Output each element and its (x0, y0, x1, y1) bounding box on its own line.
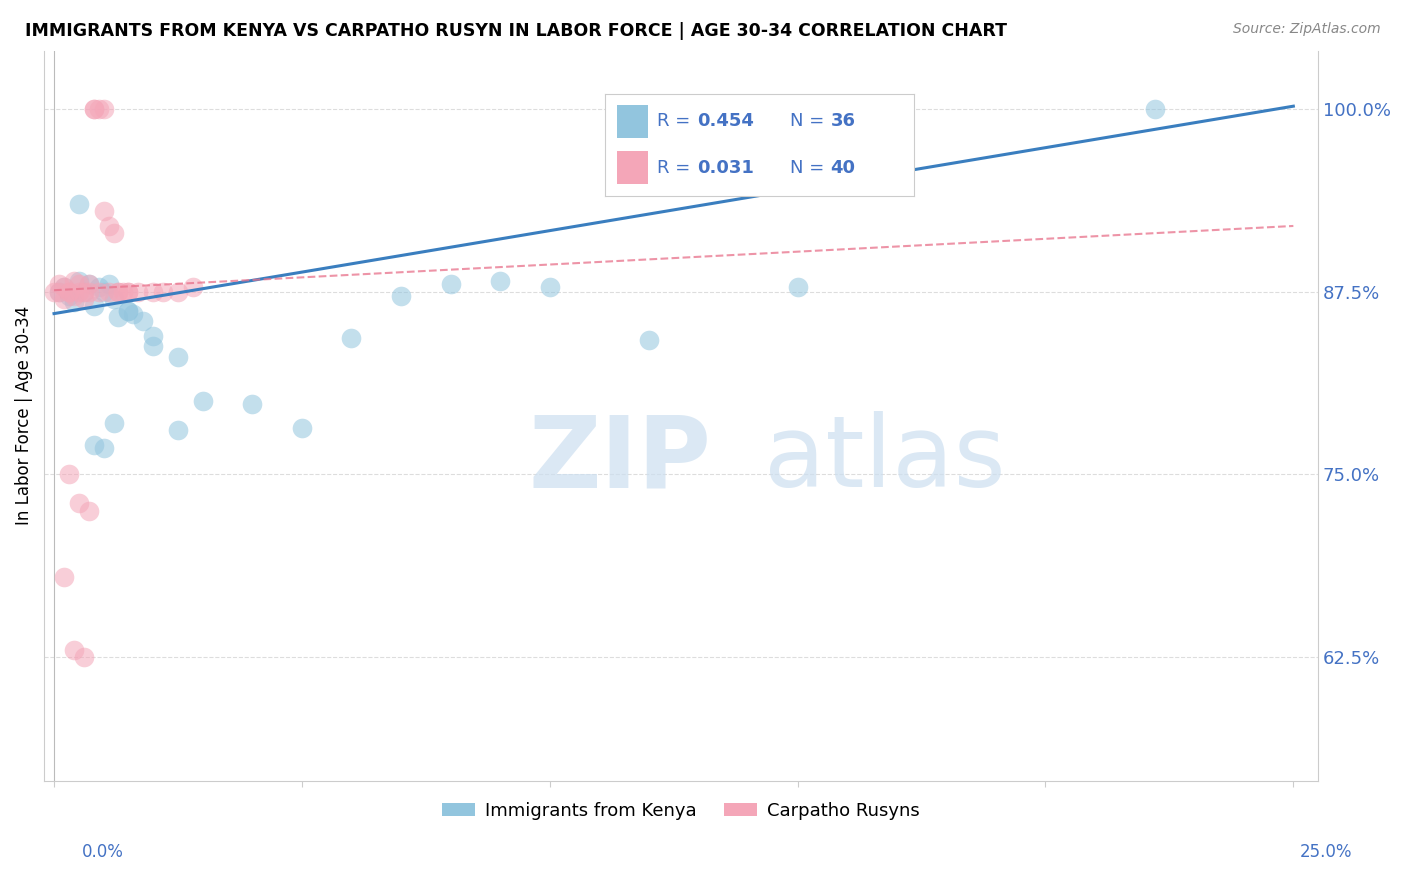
Point (52, 569, 75, 583)
Point (73, 285, 96, 299)
Point (439, 277, 461, 292)
Point (93, 204, 115, 219)
Point (83, 438, 105, 452)
Point (83, 299, 105, 313)
Point (152, 285, 174, 299)
Text: R =: R = (657, 159, 696, 177)
Point (48, 285, 70, 299)
Point (58, 285, 80, 299)
Point (191, 394, 214, 409)
Point (58, 467, 80, 482)
Point (52, 280, 75, 294)
Text: 36: 36 (831, 112, 855, 130)
Point (97, 219, 120, 233)
Point (93, 102, 115, 116)
Point (240, 397, 263, 411)
Point (97, 277, 120, 292)
Point (117, 303, 139, 318)
Point (132, 314, 155, 328)
Point (181, 280, 204, 294)
Point (52, 292, 75, 306)
Point (42, 285, 65, 299)
Point (107, 285, 129, 299)
Point (58, 285, 80, 299)
Point (97, 285, 120, 299)
Point (538, 280, 561, 294)
Bar (617, 105, 648, 137)
Point (48, 277, 70, 292)
Point (67, 275, 90, 289)
Point (93, 285, 115, 299)
Point (87, 285, 110, 299)
Text: N =: N = (790, 159, 830, 177)
Point (103, 292, 125, 306)
Text: 0.0%: 0.0% (82, 843, 124, 861)
Point (117, 303, 139, 318)
Point (122, 307, 145, 321)
Point (73, 285, 96, 299)
Point (103, 416, 125, 430)
Text: atlas: atlas (763, 411, 1005, 508)
Text: R =: R = (657, 112, 696, 130)
Point (48, 285, 70, 299)
Point (117, 285, 139, 299)
Point (67, 285, 90, 299)
Point (167, 424, 190, 438)
Point (67, 277, 90, 292)
Point (73, 292, 96, 306)
Point (87, 280, 110, 294)
Text: N =: N = (790, 112, 830, 130)
Point (786, 280, 808, 294)
Point (107, 310, 129, 324)
Point (83, 102, 105, 116)
Text: 0.454: 0.454 (697, 112, 754, 130)
Point (77, 504, 100, 518)
Point (103, 227, 125, 241)
Point (63, 294, 86, 309)
Point (142, 328, 165, 343)
Point (87, 102, 110, 116)
Point (127, 285, 149, 299)
Point (117, 285, 139, 299)
Legend: Immigrants from Kenya, Carpatho Rusyns: Immigrants from Kenya, Carpatho Rusyns (434, 794, 928, 827)
Point (83, 102, 105, 116)
Point (389, 289, 412, 303)
Point (167, 285, 190, 299)
Point (77, 277, 100, 292)
Bar (617, 151, 648, 184)
Point (67, 496, 90, 510)
Point (52, 280, 75, 294)
Point (67, 197, 90, 211)
Text: Source: ZipAtlas.com: Source: ZipAtlas.com (1233, 22, 1381, 37)
Point (142, 285, 165, 299)
Point (291, 420, 314, 434)
Point (63, 275, 86, 289)
Text: 0.031: 0.031 (697, 159, 754, 177)
Point (58, 289, 80, 303)
Point (63, 642, 86, 657)
Text: IMMIGRANTS FROM KENYA VS CARPATHO RUSYN IN LABOR FORCE | AGE 30-34 CORRELATION C: IMMIGRANTS FROM KENYA VS CARPATHO RUSYN … (25, 22, 1007, 40)
Point (638, 333, 661, 347)
Y-axis label: In Labor Force | Age 30-34: In Labor Force | Age 30-34 (15, 306, 32, 525)
Point (142, 339, 165, 353)
Point (1143, 102, 1166, 116)
Text: ZIP: ZIP (529, 411, 711, 508)
Point (63, 289, 86, 303)
Point (77, 277, 100, 292)
Point (340, 331, 363, 345)
Point (93, 441, 115, 455)
Point (112, 285, 135, 299)
Text: 25.0%: 25.0% (1299, 843, 1353, 861)
Text: 40: 40 (831, 159, 855, 177)
Point (167, 351, 190, 365)
Point (77, 285, 100, 299)
Point (107, 285, 129, 299)
Point (489, 275, 512, 289)
Point (73, 649, 96, 664)
